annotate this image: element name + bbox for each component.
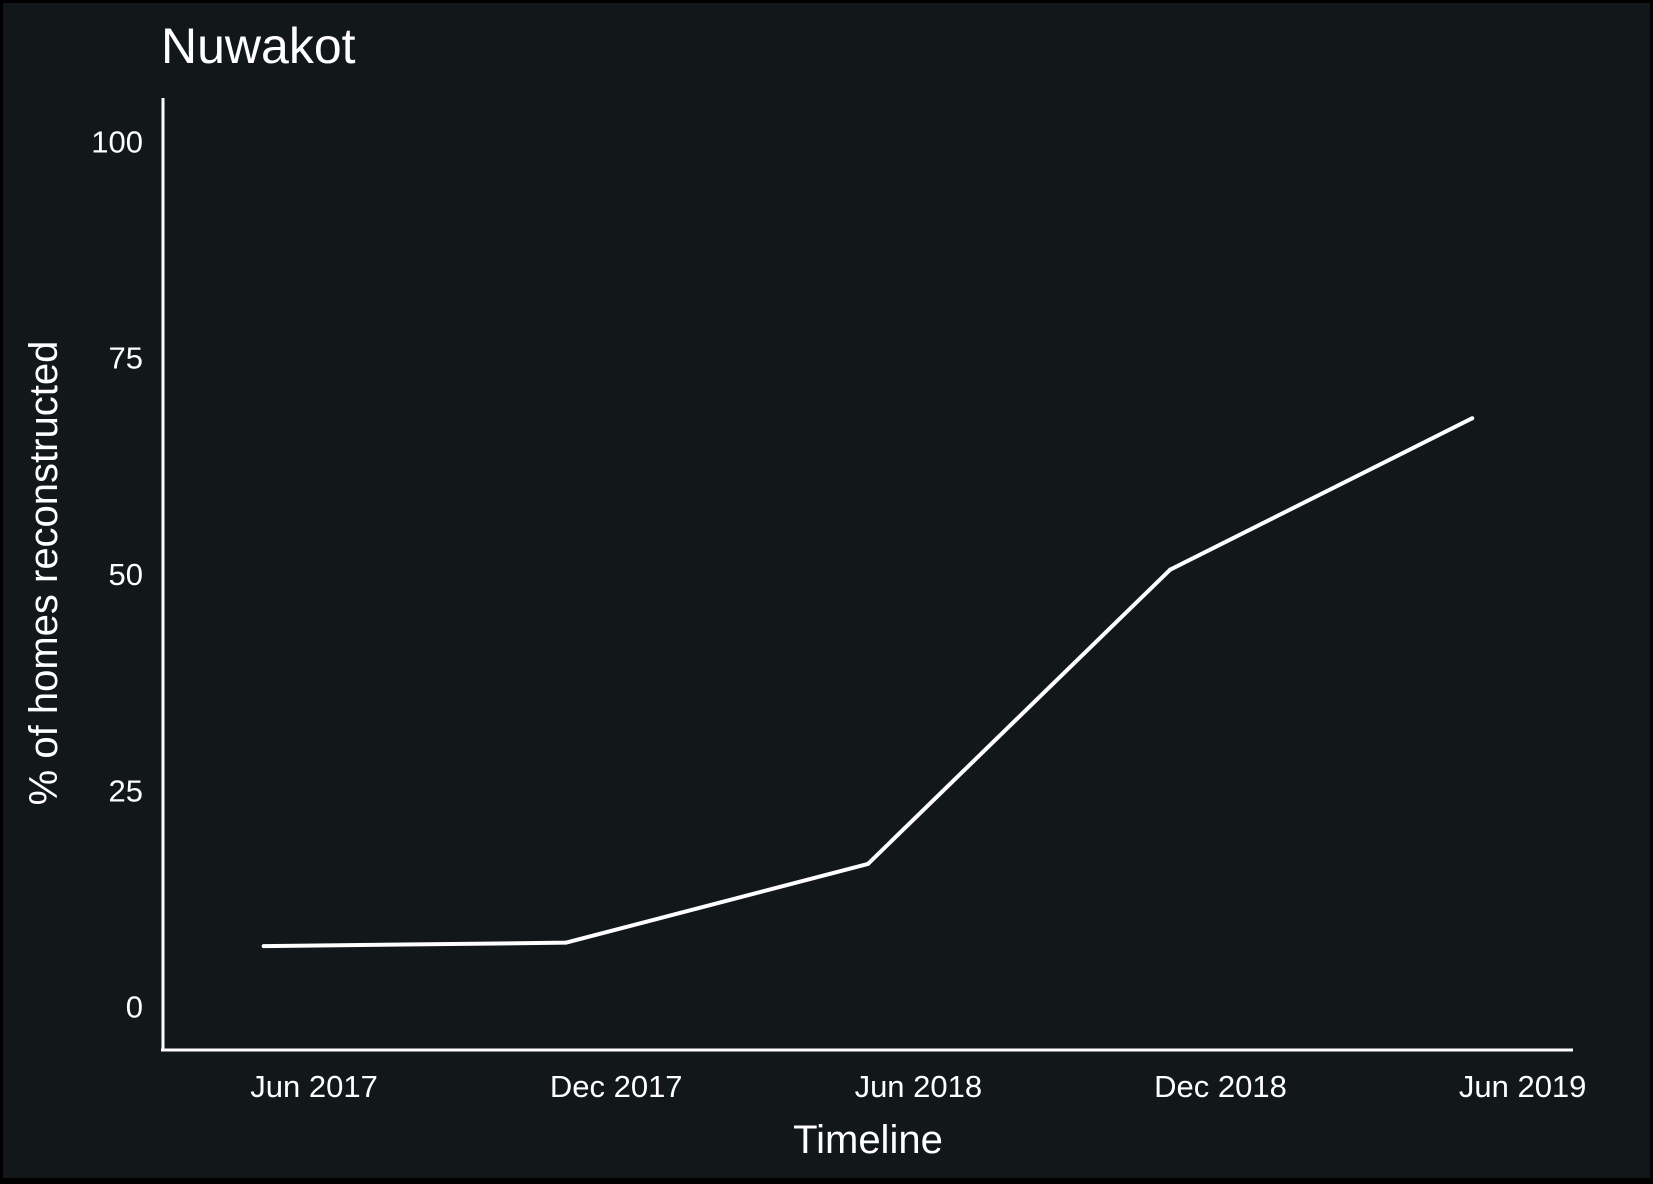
- series-line: [263, 416, 1474, 949]
- y-tick-label: 75: [109, 341, 143, 376]
- x-tick-label: Jun 2019: [1459, 1069, 1587, 1104]
- x-tick-label: Dec 2018: [1154, 1069, 1287, 1104]
- data-point: [261, 944, 266, 949]
- y-tick-label: 50: [109, 557, 143, 592]
- y-axis-title: % of homes reconstructed: [22, 341, 66, 806]
- y-tick-labels: 0 25 50 75 100: [91, 124, 143, 1024]
- y-tick-label: 25: [109, 773, 143, 808]
- y-tick-label: 0: [126, 990, 143, 1025]
- data-point: [866, 861, 870, 866]
- line-chart: Nuwakot Timeline % of homes reconstructe…: [22, 18, 1586, 1162]
- y-tick-label: 100: [91, 124, 143, 159]
- x-tick-label: Jun 2017: [250, 1069, 378, 1104]
- x-axis-title: Timeline: [793, 1118, 943, 1162]
- x-tick-label: Jun 2018: [855, 1069, 983, 1104]
- data-points: [261, 416, 1475, 949]
- data-point: [1470, 416, 1475, 421]
- data-point: [1168, 567, 1173, 572]
- x-tick-labels: Jun 2017 Dec 2017 Jun 2018 Dec 2018 Jun 2019: [250, 1069, 1586, 1104]
- x-tick-label: Dec 2017: [550, 1069, 683, 1104]
- data-point: [563, 940, 568, 945]
- chart-title: Nuwakot: [161, 18, 356, 74]
